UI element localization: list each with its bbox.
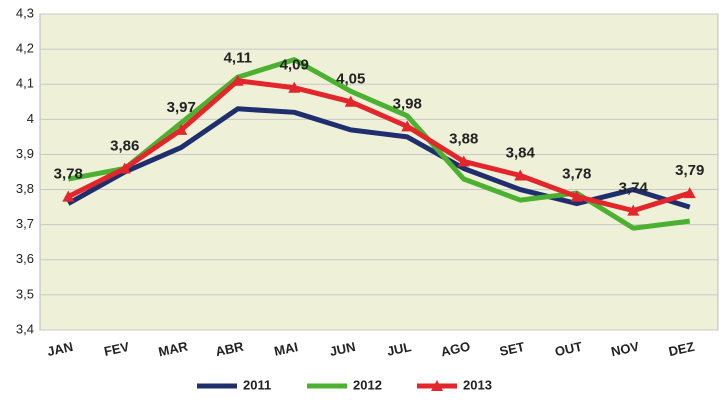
marker [514,169,527,181]
x-tick-label: JUL [385,339,412,359]
y-tick-label: 3,7 [16,216,34,231]
data-label: 4,11 [224,50,252,67]
y-tick-label: 4 [27,111,34,126]
marker [683,187,696,199]
x-tick-label: MAR [157,338,190,359]
data-label: 3,74 [619,180,649,197]
y-tick-label: 3,8 [16,181,34,196]
data-label: 3,86 [110,137,139,154]
data-label: 4,05 [336,71,365,88]
data-label: 3,84 [506,144,536,161]
marker [570,190,583,202]
marker [401,120,414,132]
marker [175,123,188,135]
y-tick-label: 4,1 [16,76,34,91]
series-line [67,78,691,214]
data-label: 3,88 [449,130,478,147]
y-tick-label: 3,4 [16,321,34,336]
x-tick-label: OUT [554,339,584,359]
data-label: 3,78 [562,166,591,183]
marker [344,95,357,107]
plot-area [39,13,719,331]
marker [62,190,75,202]
x-tick-label: FEV [103,339,131,359]
marker [231,74,244,86]
legend-label: 2011 [243,377,271,392]
x-tick-label: DEZ [667,339,696,359]
data-label: 3,97 [167,99,196,116]
legend-label: 2013 [463,377,492,392]
x-tick-label: NOV [610,339,641,360]
marker [118,162,131,174]
marker [627,204,640,216]
legend-marker [431,380,443,391]
y-tick-label: 3,5 [16,286,34,301]
x-tick-label: JUN [328,339,357,359]
data-label: 3,78 [54,166,83,183]
data-label: 4,09 [280,57,309,74]
x-tick-label: AGO [439,339,471,360]
y-tick-label: 3,9 [16,146,34,161]
y-tick-label: 3,6 [16,251,34,266]
marker [457,155,470,167]
legend-label: 2012 [353,377,382,392]
y-tick-label: 4,3 [16,5,34,20]
x-tick-label: ABR [214,339,245,360]
x-tick-label: JAN [46,339,75,359]
data-label: 3,79 [675,162,704,179]
y-tick-label: 4,2 [16,41,34,56]
x-tick-label: SET [498,339,526,359]
x-tick-label: MAI [273,339,299,359]
data-label: 3,98 [393,95,422,112]
marker [288,81,301,93]
